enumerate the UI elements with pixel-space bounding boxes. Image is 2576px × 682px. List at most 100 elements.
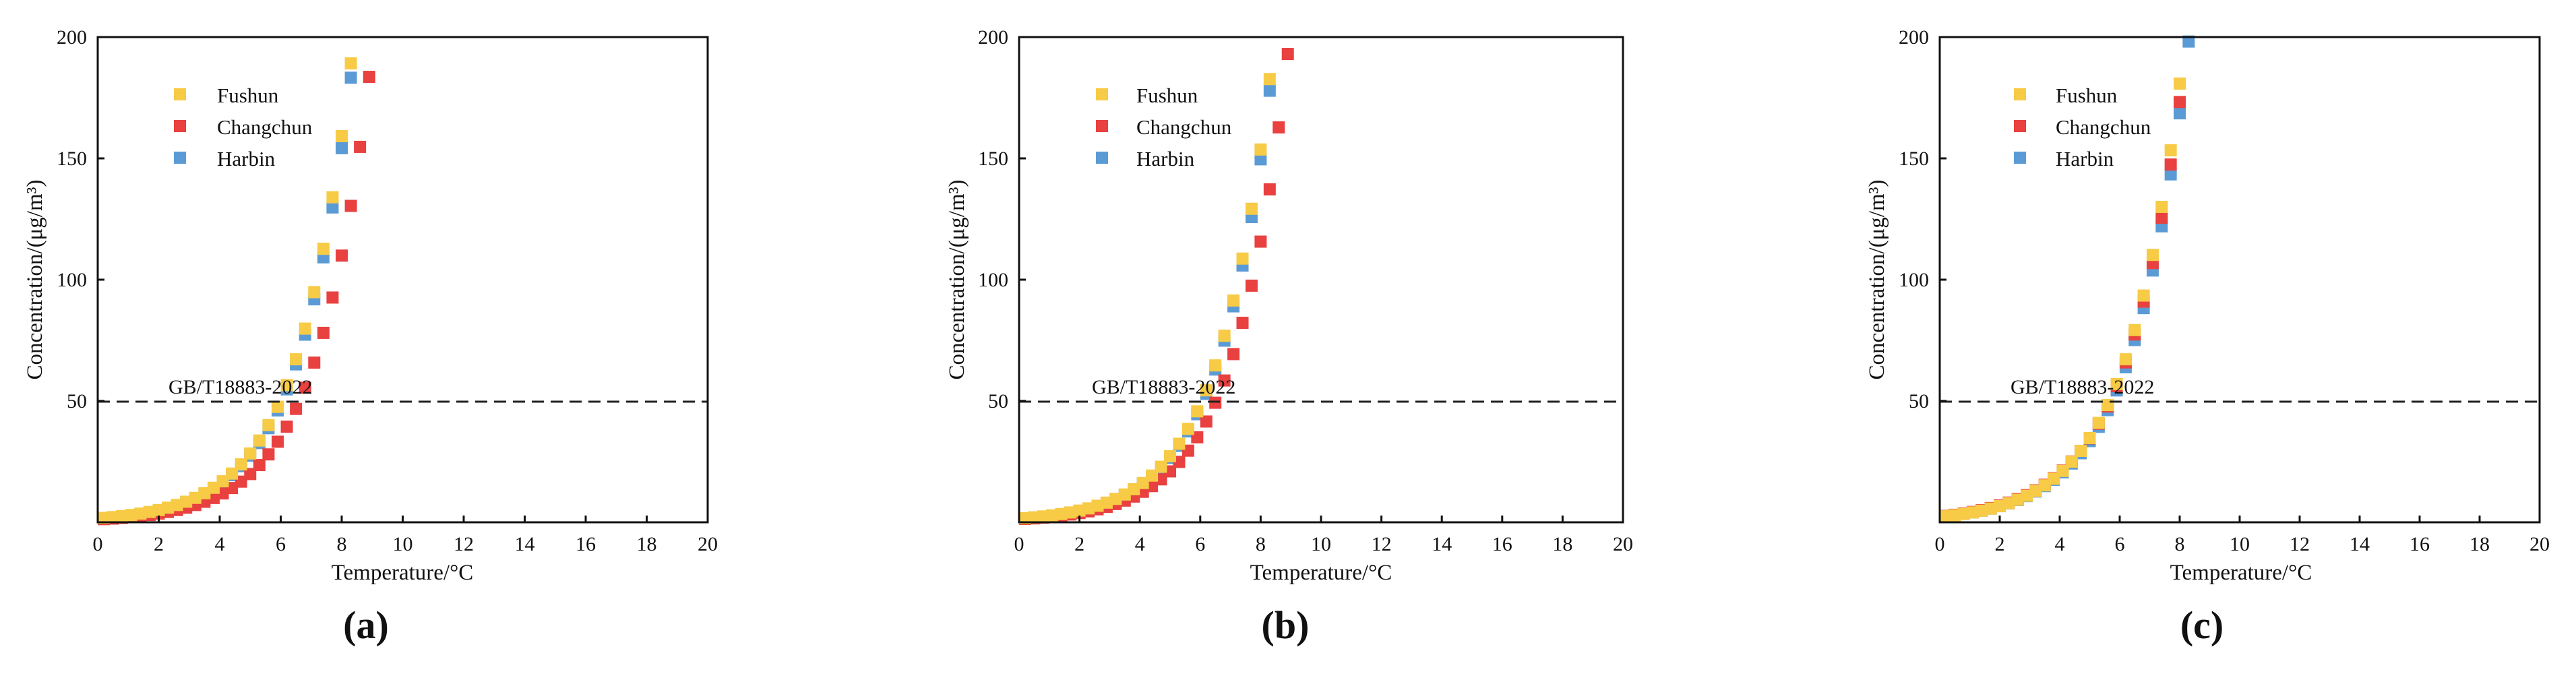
x-tick-label: 14 [2350,533,2370,555]
chart-panel-b: GB/T18883-2022 0 2 4 6 8 10 12 14 16 18 20 50 100 150… [945,26,1633,647]
y-tick-label: 150 [978,148,1008,170]
scatter-marks-a [98,57,375,526]
reference-line-label-c: GB/T18883-2022 [2011,376,2154,398]
plot-frame-b [1018,36,1624,524]
x-tick-label: 4 [1135,533,1145,555]
data-point-changchun [1218,374,1231,387]
data-point-changchun [344,199,357,212]
data-point-fushun [2083,431,2096,444]
x-tick-label: 8 [337,533,347,555]
x-tick-label: 10 [2230,533,2250,555]
data-point-changchun [1209,396,1222,409]
data-point-fushun [2155,201,2168,214]
data-point-fushun [152,503,165,516]
data-point-harbin [2164,168,2177,181]
x-tick-label: 8 [1256,533,1266,555]
data-point-fushun [1236,252,1249,265]
data-point-changchun [271,435,284,448]
data-point-changchun [280,421,293,433]
y-axis-label-c: Concentration/(μg/m³) [1865,179,1889,379]
data-point-harbin [336,142,348,154]
legend-a: Fushun Changchun Harbin [174,84,313,170]
plot-frame-a [96,36,709,524]
data-point-fushun [1218,330,1231,342]
data-point-changchun [2174,96,2186,108]
data-point-fushun [189,491,202,504]
x-tick-label: 6 [1195,533,1205,555]
data-point-harbin [1254,153,1267,166]
axis-ticks-b: 0 2 4 6 8 10 12 14 16 18 20 50 100 150 200 [978,26,1633,555]
data-point-fushun [1155,460,1167,473]
plot-frame-c [1938,36,2541,524]
data-point-harbin [1263,84,1276,97]
data-point-fushun [1245,202,1258,215]
data-point-fushun [171,499,183,512]
data-point-fushun [1164,450,1176,463]
data-point-fushun [198,487,211,499]
data-point-fushun [299,322,311,335]
legend-label-harbin-c: Harbin [2056,147,2114,170]
data-point-changchun [207,491,220,504]
legend-label-harbin-a: Harbin [217,147,276,170]
legend-swatch-fushun-b [1096,88,1108,100]
x-tick-label: 10 [1311,533,1331,555]
data-point-harbin [344,71,357,84]
data-point-fushun [262,418,275,431]
legend-label-fushun-a: Fushun [217,84,279,107]
data-point-fushun [235,458,247,471]
x-tick-label: 20 [2529,533,2550,555]
axis-ticks-a: 0 2 4 6 8 10 12 14 16 18 20 50 100 150 200 [57,26,718,555]
data-point-fushun [1191,405,1204,418]
data-point-changchun [308,356,321,369]
legend-swatch-fushun-a [174,88,186,100]
x-tick-label: 20 [698,533,718,555]
legend-b: Fushun Changchun Harbin [1096,84,1232,170]
y-tick-label: 200 [57,26,87,49]
data-point-changchun [1281,48,1294,61]
data-point-changchun [2155,212,2168,224]
data-point-fushun [162,501,175,514]
data-point-changchun [2164,158,2177,171]
data-point-changchun [1272,121,1285,134]
x-tick-label: 18 [2470,533,2490,555]
x-tick-label: 18 [637,533,657,555]
data-point-harbin [2174,107,2186,120]
y-tick-label: 100 [1899,269,1929,291]
x-axis-label-b: Temperature/°C [1250,561,1392,585]
x-tick-label: 2 [154,533,164,555]
data-point-fushun [180,495,193,508]
data-point-harbin [2182,35,2195,48]
data-point-harbin [326,201,339,214]
y-tick-label: 100 [57,269,87,291]
data-point-fushun [2110,377,2123,390]
scatter-marks-b [1018,48,1294,526]
reference-line-label-b: GB/T18883-2022 [1092,376,1235,398]
legend-swatch-harbin-a [174,152,186,164]
x-tick-label: 0 [1935,533,1945,555]
y-axis-label-b: Concentration/(μg/m³) [945,179,969,379]
data-point-fushun [1227,294,1240,307]
legend-swatch-changchun-b [1096,120,1108,132]
data-point-changchun [1245,279,1258,292]
data-point-changchun [336,249,348,262]
data-point-changchun [253,459,266,472]
x-tick-label: 16 [2410,533,2430,555]
reference-line-label-a: GB/T18883-2022 [168,376,312,398]
legend-swatch-harbin-c [2014,152,2026,164]
panel-label-a: (a) [343,603,389,647]
x-tick-label: 20 [1613,533,1633,555]
data-point-changchun [226,482,239,495]
y-tick-label: 50 [988,390,1008,412]
data-point-fushun [207,481,220,494]
data-point-changchun [354,140,367,153]
data-point-fushun [143,505,156,518]
data-point-fushun [2137,289,2150,302]
data-point-fushun [1173,437,1186,450]
data-point-fushun [344,57,357,70]
chart-panel-a: GB/T18883-2022 0 2 4 6 8 10 12 14 16 18 20 50 100 150… [23,26,718,647]
data-point-fushun [226,467,239,480]
data-point-fushun [2065,456,2078,468]
x-tick-label: 2 [1995,533,2005,555]
x-tick-label: 16 [1492,533,1512,555]
x-tick-label: 0 [1014,533,1024,555]
